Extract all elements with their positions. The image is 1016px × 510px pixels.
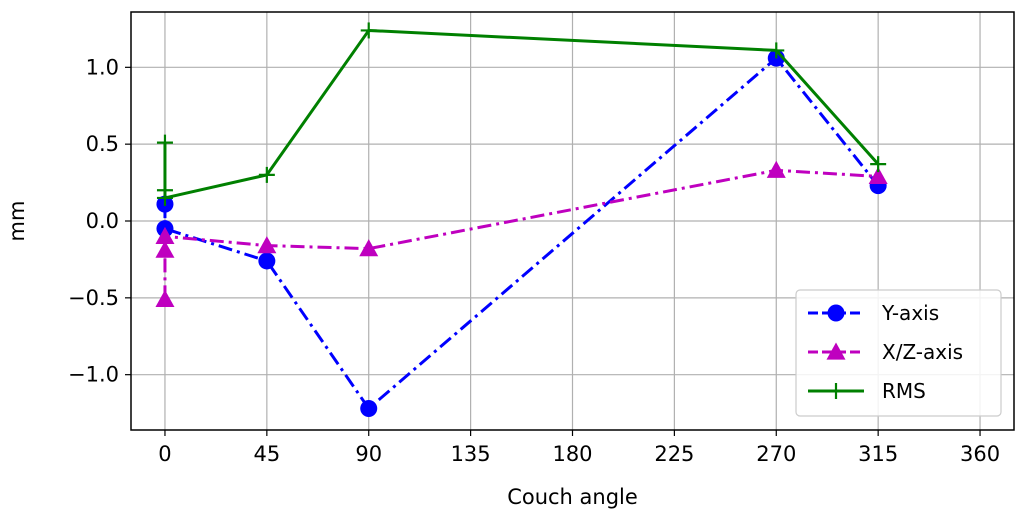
y-tick-label: 0.0: [86, 209, 119, 233]
data-point: [360, 400, 377, 417]
y-tick-label: 0.5: [86, 132, 119, 156]
x-tick-label: 270: [756, 442, 796, 466]
legend-label: RMS: [882, 379, 926, 403]
x-tick-label: 225: [654, 442, 694, 466]
data-point: [258, 252, 275, 269]
x-tick-label: 90: [355, 442, 382, 466]
x-tick-label: 45: [253, 442, 280, 466]
y-tick-label: −0.5: [68, 286, 119, 310]
x-axis-label: Couch angle: [507, 485, 638, 509]
x-tick-label: 360: [960, 442, 1000, 466]
legend: Y-axis X/Z-axis RMS: [796, 290, 1001, 416]
y-tick-label: 1.0: [86, 55, 119, 79]
x-tick-label: 315: [858, 442, 898, 466]
x-tick-label: 180: [552, 442, 592, 466]
y-tick-label: −1.0: [68, 363, 119, 387]
legend-label: Y-axis: [881, 301, 939, 325]
y-axis-label: mm: [5, 201, 29, 242]
x-tick-label: 135: [451, 442, 491, 466]
legend-label: X/Z-axis: [882, 340, 963, 364]
x-tick-label: 0: [158, 442, 171, 466]
legend-marker: [828, 305, 845, 322]
